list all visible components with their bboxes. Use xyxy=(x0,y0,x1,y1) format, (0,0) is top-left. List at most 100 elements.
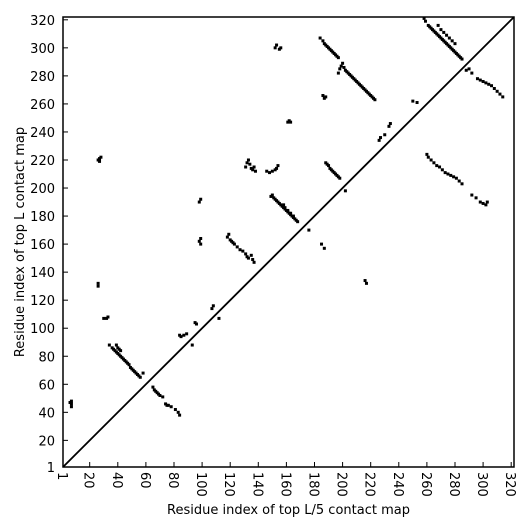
contact-point xyxy=(322,246,326,250)
contact-point xyxy=(501,95,505,99)
contact-point xyxy=(276,164,280,168)
y-tick-label: 200 xyxy=(30,182,55,197)
contact-point xyxy=(475,77,479,81)
contact-point xyxy=(68,401,72,405)
contact-point xyxy=(248,162,252,166)
contact-point xyxy=(446,172,450,176)
contact-point xyxy=(241,249,245,253)
contact-point xyxy=(251,168,255,172)
contact-point xyxy=(227,232,231,236)
contact-point xyxy=(190,343,194,347)
contact-point xyxy=(447,36,451,40)
y-tick-label: 320 xyxy=(30,14,55,29)
contact-point xyxy=(98,159,102,163)
contact-points xyxy=(68,16,505,417)
contact-point xyxy=(197,239,201,243)
diagonal-line xyxy=(62,16,515,468)
contact-point xyxy=(467,67,471,71)
contact-point xyxy=(338,176,342,180)
contact-point xyxy=(199,236,203,240)
contact-point xyxy=(485,200,489,204)
contact-point xyxy=(194,322,198,326)
contact-point xyxy=(286,208,290,212)
contact-point xyxy=(182,333,186,337)
x-tick-label: 1 xyxy=(54,472,69,480)
contact-point xyxy=(487,82,491,86)
contact-point xyxy=(289,120,293,124)
contact-point xyxy=(99,155,103,159)
contact-point xyxy=(127,363,131,367)
x-tick-label: 160 xyxy=(277,472,292,497)
x-tick-label: 180 xyxy=(305,472,320,497)
contact-point xyxy=(210,307,214,311)
contact-point xyxy=(388,122,392,126)
contact-point xyxy=(244,165,248,169)
y-tick-label: 80 xyxy=(38,350,55,365)
contact-point xyxy=(151,385,155,389)
y-tick-label: 180 xyxy=(30,210,55,225)
contact-point xyxy=(336,71,340,75)
contact-point xyxy=(270,193,274,197)
y-tick-label: 140 xyxy=(30,266,55,281)
contact-point xyxy=(161,395,165,399)
y-tick-label: 280 xyxy=(30,70,55,85)
y-tick-label: 40 xyxy=(38,406,55,421)
contact-point xyxy=(246,256,250,260)
contact-point xyxy=(327,164,331,168)
contact-point xyxy=(265,169,269,173)
contact-point xyxy=(490,84,494,88)
y-tick-label: 300 xyxy=(30,42,55,57)
y-tick-label: 100 xyxy=(30,322,55,337)
contact-point xyxy=(178,413,182,417)
contact-point xyxy=(383,133,387,137)
contact-point xyxy=(291,214,295,218)
contact-point xyxy=(343,189,347,193)
contact-point xyxy=(321,39,325,43)
contact-point xyxy=(363,279,367,283)
contact-point xyxy=(244,252,248,256)
x-tick-label: 60 xyxy=(137,472,152,489)
contact-point xyxy=(478,200,482,204)
contact-point xyxy=(245,161,249,165)
contact-point xyxy=(478,78,482,82)
y-tick-label: 60 xyxy=(38,378,55,393)
contact-point xyxy=(275,166,279,170)
contact-point xyxy=(318,36,322,40)
contact-point xyxy=(96,281,100,285)
x-tick-label: 100 xyxy=(193,472,208,497)
x-tick-label: 200 xyxy=(334,472,349,497)
contact-point xyxy=(450,39,454,43)
contact-point xyxy=(246,158,250,162)
contact-point xyxy=(169,405,173,409)
contact-point xyxy=(415,101,419,105)
contact-point xyxy=(474,196,478,200)
contact-point xyxy=(289,211,293,215)
contact-point xyxy=(232,242,236,246)
contact-point xyxy=(119,349,123,353)
contact-point xyxy=(238,248,242,252)
contact-point xyxy=(176,410,180,414)
y-tick-label: 1 xyxy=(47,461,55,476)
contact-point xyxy=(320,242,324,246)
contact-point xyxy=(364,281,368,285)
x-tick-label: 320 xyxy=(502,472,517,497)
contact-point xyxy=(185,332,189,336)
contact-point xyxy=(432,161,436,165)
x-tick-label: 240 xyxy=(390,472,405,497)
contact-point xyxy=(492,86,496,90)
contact-point xyxy=(268,171,272,175)
contact-point xyxy=(338,67,342,71)
contact-point xyxy=(470,71,474,75)
x-tick-label: 260 xyxy=(418,472,433,497)
contact-point xyxy=(225,235,229,239)
contact-point xyxy=(96,284,100,288)
contact-point xyxy=(199,197,203,201)
contact-point xyxy=(251,258,255,262)
contact-point xyxy=(387,124,391,128)
y-tick-label: 120 xyxy=(30,294,55,309)
contact-point xyxy=(102,316,106,320)
x-tick-label: 120 xyxy=(221,472,236,497)
x-axis: 1 20 40 60 80 100 120 140 160 180 200 220 240 260 280 3… xyxy=(54,462,517,497)
contact-point xyxy=(166,403,170,407)
y-tick-label: 260 xyxy=(30,98,55,113)
